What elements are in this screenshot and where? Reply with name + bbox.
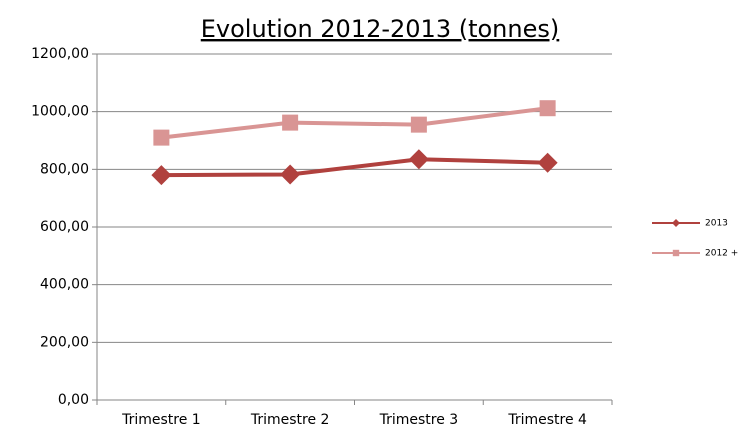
y-tick-label: 0,00 xyxy=(58,392,89,408)
y-tick-label: 400,00 xyxy=(40,277,89,293)
marker xyxy=(282,114,299,131)
y-tick-label: 200,00 xyxy=(40,334,89,350)
y-tick-label: 800,00 xyxy=(40,161,89,177)
y-tick-label: 600,00 xyxy=(40,219,89,235)
y-tick-label: 1200,00 xyxy=(31,46,89,62)
marker xyxy=(408,149,429,170)
marker xyxy=(537,152,558,173)
marker xyxy=(672,219,680,227)
marker xyxy=(410,116,427,133)
chart-title: Evolution 2012-2013 (tonnes) xyxy=(201,15,560,43)
legend-label: 2012 + xyxy=(705,249,738,259)
x-tick-label: Trimestre 3 xyxy=(379,412,459,428)
legend-label: 2013 xyxy=(705,219,728,229)
marker xyxy=(153,129,170,146)
series-line xyxy=(161,157,548,178)
y-tick-label: 1000,00 xyxy=(31,104,89,120)
marker xyxy=(672,249,680,257)
marker xyxy=(280,164,301,185)
x-tick-label: Trimestre 4 xyxy=(507,412,587,428)
x-tick-label: Trimestre 2 xyxy=(250,412,330,428)
x-tick-label: Trimestre 1 xyxy=(121,412,201,428)
marker xyxy=(539,100,556,117)
series-line xyxy=(161,106,548,140)
marker xyxy=(151,165,172,186)
